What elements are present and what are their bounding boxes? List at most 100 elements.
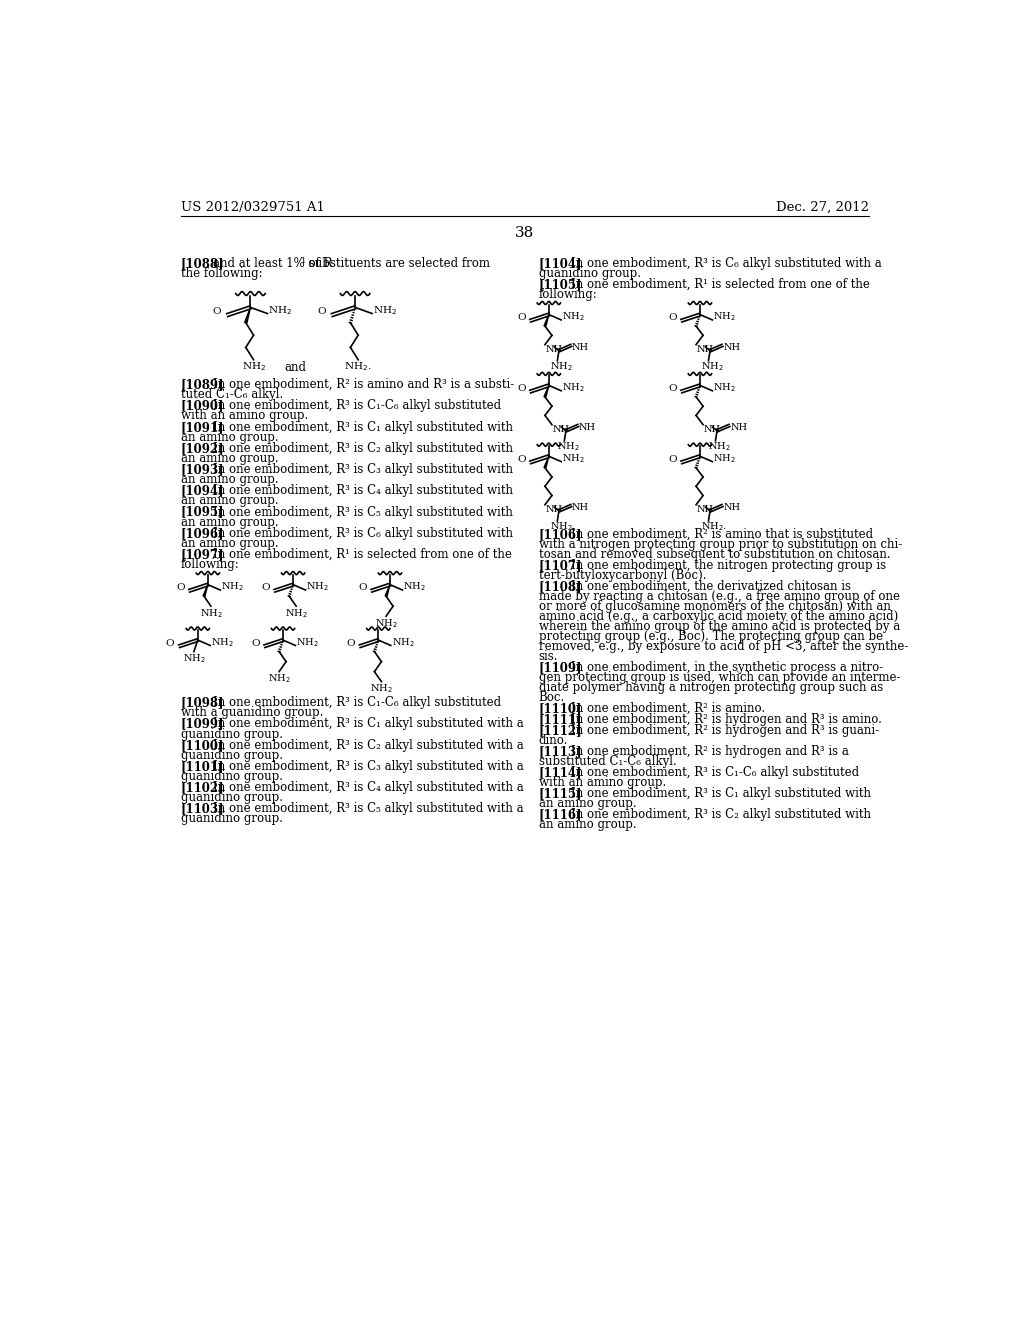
Text: [1110]: [1110] — [539, 702, 583, 715]
Text: NH$_2$: NH$_2$ — [375, 616, 397, 630]
Text: In one embodiment, R² is amino that is substituted: In one embodiment, R² is amino that is s… — [571, 528, 873, 541]
Text: an amino group.: an amino group. — [180, 495, 279, 507]
Text: [1096]: [1096] — [180, 527, 224, 540]
Text: O: O — [212, 306, 221, 315]
Text: In one embodiment, R² is hydrogen and R³ is a: In one embodiment, R² is hydrogen and R³… — [571, 744, 849, 758]
Text: protecting group (e.g., Boc). The protecting group can be: protecting group (e.g., Boc). The protec… — [539, 630, 883, 643]
Text: [1109]: [1109] — [539, 661, 583, 675]
Text: NH$_2$: NH$_2$ — [268, 672, 291, 685]
Text: In one embodiment, in the synthetic process a nitro-: In one embodiment, in the synthetic proc… — [571, 661, 884, 675]
Text: NH$_2$: NH$_2$ — [713, 310, 736, 323]
Text: NH$_2$: NH$_2$ — [242, 360, 265, 372]
Text: In one embodiment, R³ is C₁-C₆ alkyl substituted: In one embodiment, R³ is C₁-C₆ alkyl sub… — [213, 696, 502, 709]
Text: [1100]: [1100] — [180, 739, 224, 751]
Text: tosan and removed subsequent to substitution on chitosan.: tosan and removed subsequent to substitu… — [539, 548, 891, 561]
Text: NH$_2$: NH$_2$ — [562, 453, 585, 465]
Text: removed, e.g., by exposure to acid of pH <3, after the synthe-: removed, e.g., by exposure to acid of pH… — [539, 640, 908, 653]
Text: In one embodiment, the nitrogen protecting group is: In one embodiment, the nitrogen protecti… — [571, 558, 887, 572]
Text: made by reacting a chitosan (e.g., a free amino group of one: made by reacting a chitosan (e.g., a fre… — [539, 590, 900, 603]
Text: dino.: dino. — [539, 734, 568, 747]
Text: NH$_2$: NH$_2$ — [268, 304, 292, 317]
Text: O: O — [668, 455, 677, 463]
Text: Dec. 27, 2012: Dec. 27, 2012 — [776, 201, 869, 214]
Text: NH$_2$: NH$_2$ — [391, 636, 414, 648]
Text: [1094]: [1094] — [180, 484, 224, 498]
Text: NH$_2$: NH$_2$ — [557, 440, 580, 453]
Text: NH$_2$: NH$_2$ — [285, 607, 307, 620]
Text: [1106]: [1106] — [539, 528, 583, 541]
Text: guanidino group.: guanidino group. — [180, 727, 283, 741]
Text: with an amino group.: with an amino group. — [180, 409, 308, 422]
Text: diate polymer having a nitrogen protecting group such as: diate polymer having a nitrogen protecti… — [539, 681, 883, 694]
Polygon shape — [203, 585, 208, 597]
Text: O: O — [251, 639, 260, 648]
Text: O: O — [346, 639, 355, 648]
Text: In one embodiment, R¹ is selected from one of the: In one embodiment, R¹ is selected from o… — [213, 548, 512, 561]
Text: [1116]: [1116] — [539, 808, 583, 821]
Text: NH$_2$: NH$_2$ — [306, 581, 329, 593]
Text: NH: NH — [546, 345, 563, 354]
Text: In one embodiment, R³ is C₄ alkyl substituted with a: In one embodiment, R³ is C₄ alkyl substi… — [213, 781, 524, 795]
Text: following:: following: — [180, 558, 240, 572]
Text: [1108]: [1108] — [539, 579, 583, 593]
Text: with a guanidino group.: with a guanidino group. — [180, 706, 324, 719]
Text: following:: following: — [539, 288, 597, 301]
Text: and: and — [285, 362, 306, 375]
Text: [1103]: [1103] — [180, 803, 224, 816]
Text: In one embodiment, R³ is C₁ alkyl substituted with a: In one embodiment, R³ is C₁ alkyl substi… — [213, 718, 524, 730]
Text: [1099]: [1099] — [180, 718, 224, 730]
Text: NH$_2$: NH$_2$ — [182, 652, 205, 665]
Text: [1098]: [1098] — [180, 696, 224, 709]
Text: In one embodiment, the derivatized chitosan is: In one embodiment, the derivatized chito… — [571, 579, 851, 593]
Text: In one embodiment, R³ is C₁ alkyl substituted with: In one embodiment, R³ is C₁ alkyl substi… — [213, 421, 513, 434]
Text: NH$_2$: NH$_2$ — [403, 581, 426, 593]
Text: an amino group.: an amino group. — [180, 451, 279, 465]
Text: In one embodiment, R² is hydrogen and R³ is amino.: In one embodiment, R² is hydrogen and R³… — [571, 713, 882, 726]
Text: [1089]: [1089] — [180, 379, 224, 391]
Text: [1092]: [1092] — [180, 442, 224, 455]
Text: guanidino group.: guanidino group. — [180, 812, 283, 825]
Text: O: O — [517, 313, 525, 322]
Text: In one embodiment, R³ is C₃ alkyl substituted with: In one embodiment, R³ is C₃ alkyl substi… — [213, 463, 513, 477]
Text: guanidino group.: guanidino group. — [180, 791, 283, 804]
Text: NH: NH — [703, 425, 721, 434]
Text: NH$_2$: NH$_2$ — [562, 381, 585, 395]
Text: O: O — [261, 583, 270, 593]
Text: Boc.: Boc. — [539, 690, 565, 704]
Text: an amino group.: an amino group. — [180, 537, 279, 550]
Text: [1101]: [1101] — [180, 760, 224, 774]
Text: NH: NH — [723, 503, 740, 512]
Text: NH: NH — [572, 343, 589, 352]
Text: NH$_2$: NH$_2$ — [221, 581, 244, 593]
Text: [1112]: [1112] — [539, 725, 583, 737]
Text: tert-butyloxycarbonyl (Boc).: tert-butyloxycarbonyl (Boc). — [539, 569, 707, 582]
Text: guanidino group.: guanidino group. — [539, 267, 641, 280]
Text: guanidino group.: guanidino group. — [180, 770, 283, 783]
Text: NH: NH — [730, 424, 748, 432]
Text: [1091]: [1091] — [180, 421, 224, 434]
Text: In one embodiment, R³ is C₁-C₆ alkyl substituted: In one embodiment, R³ is C₁-C₆ alkyl sub… — [571, 766, 859, 779]
Text: In one embodiment, R³ is C₁-C₆ alkyl substituted: In one embodiment, R³ is C₁-C₆ alkyl sub… — [213, 400, 502, 412]
Text: In one embodiment, R³ is C₅ alkyl substituted with: In one embodiment, R³ is C₅ alkyl substi… — [213, 506, 513, 519]
Text: [1105]: [1105] — [539, 279, 583, 290]
Text: NH$_2$: NH$_2$ — [211, 636, 233, 648]
Text: NH: NH — [546, 504, 563, 513]
Text: an amino group.: an amino group. — [539, 818, 636, 832]
Text: NH$_2$.: NH$_2$. — [700, 520, 727, 533]
Text: an amino group.: an amino group. — [180, 516, 279, 528]
Text: O: O — [358, 583, 367, 593]
Text: the following:: the following: — [180, 267, 262, 280]
Text: [1090]: [1090] — [180, 400, 224, 412]
Text: In one embodiment, R³ is C₂ alkyl substituted with: In one embodiment, R³ is C₂ alkyl substi… — [213, 442, 513, 455]
Text: In one embodiment, R² is hydrogen and R³ is guani-: In one embodiment, R² is hydrogen and R³… — [571, 725, 880, 737]
Text: 1: 1 — [301, 257, 306, 265]
Text: O: O — [517, 455, 525, 463]
Text: NH$_2$: NH$_2$ — [296, 636, 318, 648]
Polygon shape — [544, 385, 549, 397]
Text: [1097]: [1097] — [180, 548, 224, 561]
Text: NH: NH — [723, 343, 740, 352]
Text: NH$_2$: NH$_2$ — [373, 304, 397, 317]
Text: NH: NH — [553, 425, 569, 434]
Text: [1115]: [1115] — [539, 787, 583, 800]
Text: In one embodiment, R³ is C₄ alkyl substituted with: In one embodiment, R³ is C₄ alkyl substi… — [213, 484, 513, 498]
